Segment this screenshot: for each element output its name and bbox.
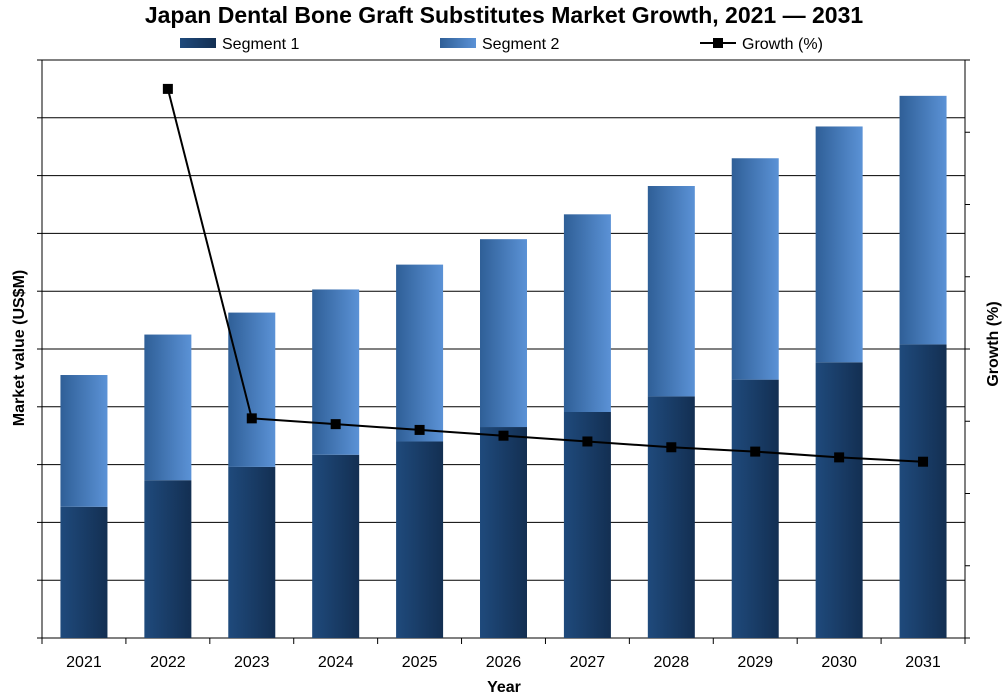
legend-label: Segment 1 bbox=[222, 36, 299, 53]
legend-marker bbox=[713, 38, 723, 48]
bar-segment-2 bbox=[563, 214, 611, 413]
legend-label: Segment 2 bbox=[482, 36, 559, 53]
bar-segment-1 bbox=[480, 427, 527, 638]
x-axis-title: Year bbox=[487, 679, 521, 696]
x-tick-label: 2021 bbox=[66, 654, 102, 671]
x-tick-label: 2026 bbox=[486, 654, 522, 671]
bar-segment-2 bbox=[60, 375, 108, 507]
bar-segment-2 bbox=[228, 312, 276, 467]
bar-segment-2 bbox=[815, 126, 863, 363]
x-tick-label: 2024 bbox=[318, 654, 354, 671]
bar-segment-2 bbox=[731, 158, 779, 380]
bar-segment-2 bbox=[144, 334, 192, 481]
bar-segment-1 bbox=[60, 506, 108, 638]
bar-segment-1 bbox=[815, 362, 863, 638]
growth-marker bbox=[498, 430, 509, 441]
bar-segment-1 bbox=[563, 412, 611, 638]
legend: Segment 1 Segment 2 Growth (%) bbox=[180, 36, 823, 53]
x-tick-label: 2025 bbox=[402, 654, 438, 671]
growth-marker bbox=[750, 446, 761, 457]
x-tick-label: 2027 bbox=[570, 654, 606, 671]
bar-segment-1 bbox=[144, 480, 192, 638]
growth-marker bbox=[918, 456, 929, 467]
bar-segment-1 bbox=[731, 379, 779, 638]
bar-segment-1 bbox=[228, 466, 276, 638]
x-tick-labels: 2021 2022 2023 2024 2025 2026 2027 2028 2029 2030… bbox=[66, 654, 941, 671]
x-tick-label: 2029 bbox=[737, 654, 773, 671]
growth-marker bbox=[666, 442, 677, 453]
y2-axis-title: Growth (%) bbox=[985, 301, 1002, 386]
legend-label: Growth (%) bbox=[742, 36, 823, 53]
bar-segment-2 bbox=[396, 264, 444, 442]
bar-segment-1 bbox=[396, 441, 444, 638]
bar-series bbox=[60, 95, 947, 638]
growth-marker bbox=[834, 452, 845, 463]
chart-title: Japan Dental Bone Graft Substitutes Mark… bbox=[144, 2, 864, 28]
bar-segment-1 bbox=[647, 396, 695, 638]
growth-line bbox=[166, 88, 924, 463]
growth-line-series bbox=[162, 83, 929, 467]
x-tick-label: 2022 bbox=[150, 654, 186, 671]
growth-marker bbox=[330, 419, 341, 430]
legend-swatch bbox=[440, 38, 476, 48]
x-tick-label: 2028 bbox=[654, 654, 690, 671]
y-axis-title: Market value (US$M) bbox=[11, 270, 28, 427]
x-tick-label: 2030 bbox=[821, 654, 857, 671]
x-tick-label: 2023 bbox=[234, 654, 270, 671]
bar-segment-2 bbox=[899, 95, 947, 345]
growth-marker bbox=[582, 436, 593, 447]
growth-marker bbox=[246, 413, 257, 424]
growth-marker bbox=[414, 424, 425, 435]
growth-marker bbox=[162, 83, 173, 94]
legend-swatch bbox=[180, 38, 216, 48]
bar-segment-2 bbox=[312, 289, 360, 455]
bar-segment-1 bbox=[312, 454, 360, 638]
bar-segment-2 bbox=[647, 186, 695, 397]
bar-segment-2 bbox=[480, 239, 527, 428]
x-tick-label: 2031 bbox=[905, 654, 941, 671]
bar-segment-1 bbox=[899, 344, 947, 638]
